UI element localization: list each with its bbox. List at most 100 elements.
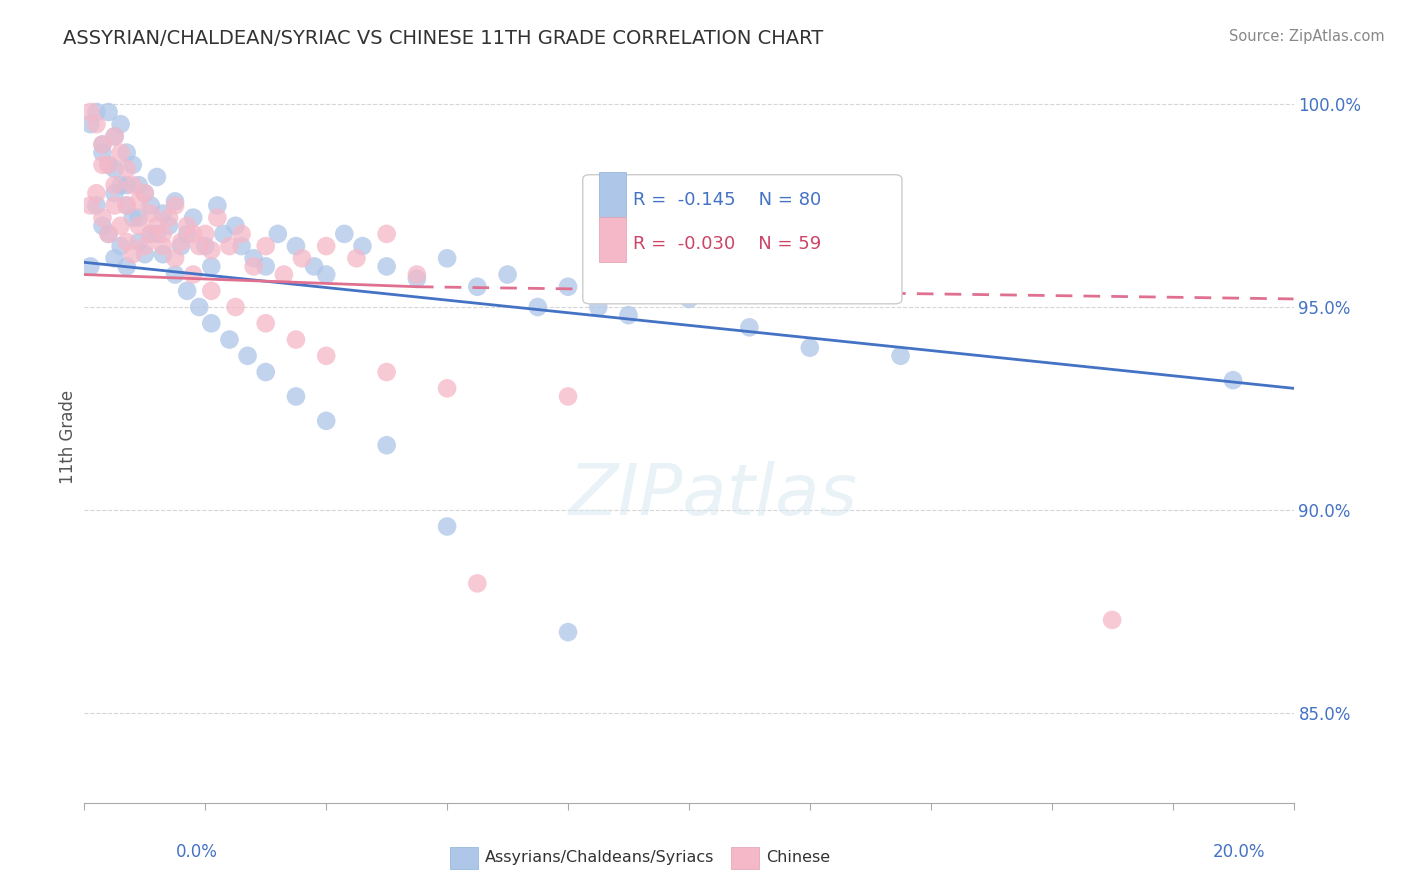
Point [157, 219, 180, 233]
Point [436, 252, 458, 266]
Point [291, 252, 314, 266]
Point [678, 292, 700, 306]
Point [128, 211, 150, 225]
Point [79, 260, 101, 274]
Point [104, 129, 127, 144]
Point [152, 239, 174, 253]
Point [170, 239, 193, 253]
Point [91, 211, 114, 225]
Text: ASSYRIAN/CHALDEAN/SYRIAC VS CHINESE 11TH GRADE CORRELATION CHART: ASSYRIAN/CHALDEAN/SYRIAC VS CHINESE 11TH… [63, 29, 824, 47]
Point [1222, 373, 1244, 387]
Point [188, 300, 211, 314]
Point [121, 178, 143, 193]
Point [799, 341, 821, 355]
Point [97, 158, 120, 172]
Point [152, 227, 174, 241]
Point [218, 239, 240, 253]
Point [375, 438, 398, 452]
Point [134, 186, 156, 201]
Point [231, 239, 253, 253]
Point [267, 227, 290, 241]
Point [207, 211, 229, 225]
Point [225, 300, 247, 314]
Point [194, 227, 217, 241]
Point [212, 227, 235, 241]
Point [121, 211, 143, 225]
Point [200, 284, 222, 298]
Point [115, 260, 138, 274]
Point [315, 268, 337, 282]
Point [302, 260, 325, 274]
Point [176, 284, 198, 298]
Point [165, 252, 187, 266]
Point [285, 389, 308, 403]
Point [104, 161, 127, 176]
Point [242, 260, 264, 274]
Point [97, 227, 120, 241]
Point [315, 239, 337, 253]
Point [139, 227, 162, 241]
Point [115, 198, 138, 212]
Text: Source: ZipAtlas.com: Source: ZipAtlas.com [1229, 29, 1385, 44]
Point [146, 227, 169, 241]
Point [104, 252, 127, 266]
Point [104, 178, 127, 193]
Point [134, 186, 156, 201]
Text: 0.0%: 0.0% [176, 843, 218, 861]
Point [97, 158, 120, 172]
Point [181, 268, 204, 282]
Point [91, 219, 114, 233]
Point [79, 105, 101, 120]
Point [285, 333, 308, 347]
Point [557, 389, 579, 403]
Point [97, 105, 120, 120]
Text: R =  -0.145    N = 80: R = -0.145 N = 80 [634, 191, 821, 209]
Point [139, 206, 162, 220]
Point [315, 414, 337, 428]
Point [648, 268, 671, 282]
Point [254, 365, 277, 379]
Point [170, 235, 193, 249]
Point [406, 268, 429, 282]
Point [104, 186, 127, 201]
Point [128, 235, 150, 249]
Point [86, 105, 108, 120]
Point [91, 137, 114, 152]
Point [176, 219, 198, 233]
Point [588, 300, 610, 314]
Point [738, 320, 761, 334]
Point [496, 268, 519, 282]
Point [152, 247, 174, 261]
Point [194, 239, 217, 253]
Point [436, 381, 458, 395]
Point [110, 219, 132, 233]
Point [115, 178, 138, 193]
Point [97, 227, 120, 241]
Point [273, 268, 295, 282]
Point [207, 198, 229, 212]
Point [406, 271, 429, 285]
Point [134, 247, 156, 261]
Point [91, 158, 114, 172]
Point [128, 178, 150, 193]
Point [165, 194, 187, 209]
Point [86, 186, 108, 201]
Point [890, 349, 912, 363]
Point [110, 117, 132, 131]
Point [121, 247, 143, 261]
Point [115, 235, 138, 249]
Point [557, 625, 579, 640]
Point [139, 198, 162, 212]
Point [110, 178, 132, 193]
Point [115, 145, 138, 160]
Point [134, 239, 156, 253]
Point [242, 252, 264, 266]
Point [375, 365, 398, 379]
Point [617, 308, 640, 322]
Point [346, 252, 368, 266]
Point [181, 211, 204, 225]
Point [181, 227, 204, 241]
Point [157, 211, 180, 225]
Point [333, 227, 356, 241]
Point [146, 219, 169, 233]
